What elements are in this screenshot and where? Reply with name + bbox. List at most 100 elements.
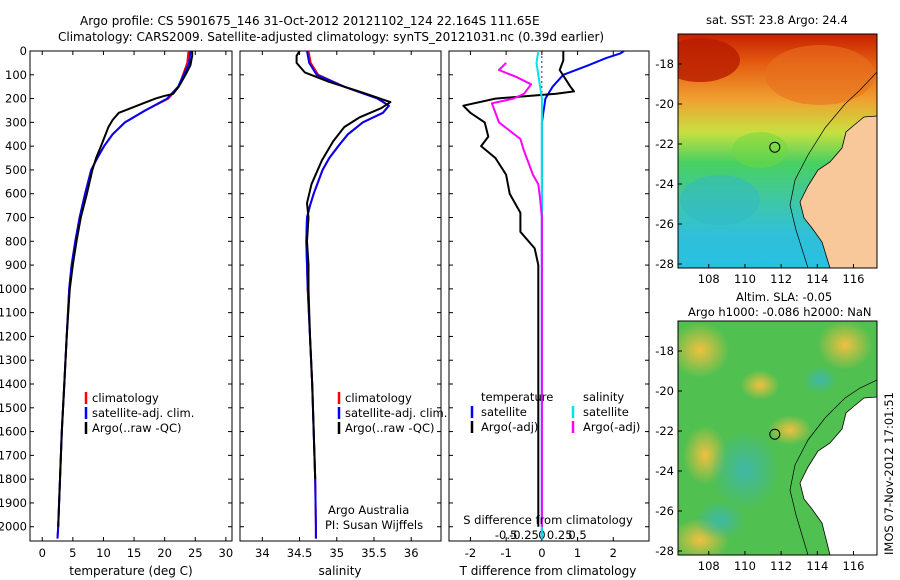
sla-low	[695, 500, 745, 540]
annotation-pi: PI: Susan Wijffels	[325, 518, 423, 532]
x-tick-label: 1	[574, 546, 581, 560]
map-y-tick-label: -22	[655, 137, 674, 151]
y-tick-label: 1000	[0, 282, 27, 296]
x-tick-label: 0	[39, 546, 46, 560]
legend-s-satellite: satellite	[583, 405, 629, 419]
sst-map	[678, 34, 877, 268]
series-line-argo-raw-qc-	[295, 50, 392, 480]
salinity-axis-label: salinity	[318, 564, 361, 578]
legend-t-satellite: satellite	[481, 405, 527, 419]
map-y-tick-label: -26	[655, 217, 674, 231]
y-tick-label: 1600	[0, 425, 27, 439]
y-tick-label: 2000	[0, 520, 27, 534]
salinity-plot: 34 34.5 35 35.5 36	[240, 50, 441, 560]
y-tick-label: 400	[5, 139, 27, 153]
series-line-salinity-satellite	[535, 50, 543, 539]
y-tick-label: 1800	[0, 472, 27, 486]
temperature-panel	[29, 50, 233, 542]
temperature-legend: climatology satellite-adj. clim. Argo(..…	[84, 391, 194, 435]
sla-map-title-1: Altim. SLA: -0.05	[736, 290, 832, 304]
temperature-axis-label: temperature (deg C)	[69, 564, 192, 578]
y-tick-label: 800	[5, 234, 27, 248]
difference-panel	[448, 50, 650, 542]
map-x-tick-label: 114	[806, 559, 828, 573]
t-difference-axis-label: T difference from climatology	[459, 564, 637, 578]
x-tick-label: 30	[219, 546, 234, 560]
sla-map-axes: 108 110 112 114 116 -18 -20 -22 -24 -26 -28	[655, 344, 864, 573]
legend-temperature-header: temperature	[481, 390, 553, 404]
sla-high	[678, 322, 730, 378]
series-line-temperature-argo-adj-	[462, 51, 575, 527]
x-tick-label: -2	[465, 546, 476, 560]
s-tick-label: -0.25	[509, 528, 539, 542]
legend-climatology: climatology	[345, 391, 412, 405]
map-y-tick-label: -26	[655, 504, 674, 518]
salinity-legend: climatology satellite-adj. clim. Argo(..…	[325, 391, 447, 532]
x-tick-label: 20	[157, 546, 172, 560]
map-x-tick-label: 110	[734, 559, 756, 573]
s-difference-axis-label: S difference from climatology	[463, 513, 633, 527]
x-tick-label: 25	[188, 546, 203, 560]
legend-climatology: climatology	[92, 391, 159, 405]
series-line-salinity-argo-adj-	[490, 62, 543, 527]
sst-map-title: sat. SST: 23.8 Argo: 24.4	[706, 13, 848, 27]
map-x-tick-label: 110	[734, 272, 756, 286]
sst-map-frame	[677, 33, 878, 269]
y-tick-label: 1400	[0, 377, 27, 391]
sla-low	[802, 366, 838, 394]
series-line-temperature-satellite	[540, 50, 625, 539]
argo-float-marker	[769, 141, 781, 153]
series-line-argo-raw-qc-	[57, 51, 194, 527]
temperature-plot: 0100200300400500600700800900100011001200…	[0, 44, 233, 560]
sla-map-title-2: Argo h1000: -0.086 h2000: NaN	[688, 305, 872, 319]
y-tick-label: 1700	[0, 448, 27, 462]
y-tick-label: 1300	[0, 353, 27, 367]
map-x-tick-label: 114	[806, 272, 828, 286]
legend-satellite: satellite-adj. clim.	[92, 406, 194, 420]
bathymetry-contour	[789, 71, 877, 268]
map-x-tick-label: 112	[770, 272, 792, 286]
s-tick-label: -0.5	[495, 528, 517, 542]
series-line-satellite-adj-clim-	[56, 50, 192, 539]
sst-mid-patch	[732, 132, 788, 168]
legend-salinity-header: salinity	[583, 390, 624, 404]
australia-landmass	[799, 396, 877, 555]
australia-landmass	[799, 115, 877, 268]
map-x-tick-label: 108	[698, 272, 720, 286]
map-y-tick-label: -20	[655, 97, 674, 111]
sla-low	[710, 430, 780, 510]
legend-s-argo: Argo(-adj)	[583, 420, 640, 434]
legend-t-argo: Argo(-adj)	[481, 420, 538, 434]
x-tick-label: 0	[538, 546, 545, 560]
title-line-2: Climatology: CARS2009. Satellite-adjuste…	[58, 30, 604, 44]
map-x-tick-label: 112	[770, 559, 792, 573]
x-tick-label: 10	[96, 546, 111, 560]
s-tick-label: 0.5	[568, 528, 586, 542]
map-x-tick-label: 108	[698, 559, 720, 573]
x-tick-label: 35.5	[361, 546, 387, 560]
map-y-tick-label: -24	[655, 177, 674, 191]
map-y-tick-label: -18	[655, 57, 674, 71]
map-y-tick-label: -22	[655, 424, 674, 438]
sst-map-axes: 108 110 112 114 116 -18 -20 -22 -24 -26 -28	[655, 57, 864, 286]
x-tick-label: 34	[255, 546, 270, 560]
x-tick-label: -1	[500, 546, 511, 560]
sla-high	[817, 321, 873, 370]
title-line-1: Argo profile: CS 5901675_146 31-Oct-2012…	[80, 14, 540, 28]
bathymetry-contour	[789, 379, 877, 555]
map-y-tick-label: -24	[655, 464, 674, 478]
map-y-tick-label: -20	[655, 384, 674, 398]
difference-plot: -2 -1 0 1 2-0.5-0.25 0 0.250.5	[449, 50, 649, 560]
y-tick-label: 600	[5, 187, 27, 201]
legend-argo: Argo(..raw -QC)	[92, 421, 182, 435]
sst-warm-patch	[678, 38, 740, 82]
sla-map-frame	[677, 320, 878, 556]
y-tick-label: 1200	[0, 329, 27, 343]
x-tick-label: 5	[69, 546, 76, 560]
map-x-tick-label: 116	[843, 272, 865, 286]
y-tick-label: 100	[5, 68, 27, 82]
x-tick-label: 36	[404, 546, 419, 560]
difference-legend: temperature salinity satellite satellite…	[470, 390, 640, 434]
sst-cool-patch	[680, 175, 760, 225]
